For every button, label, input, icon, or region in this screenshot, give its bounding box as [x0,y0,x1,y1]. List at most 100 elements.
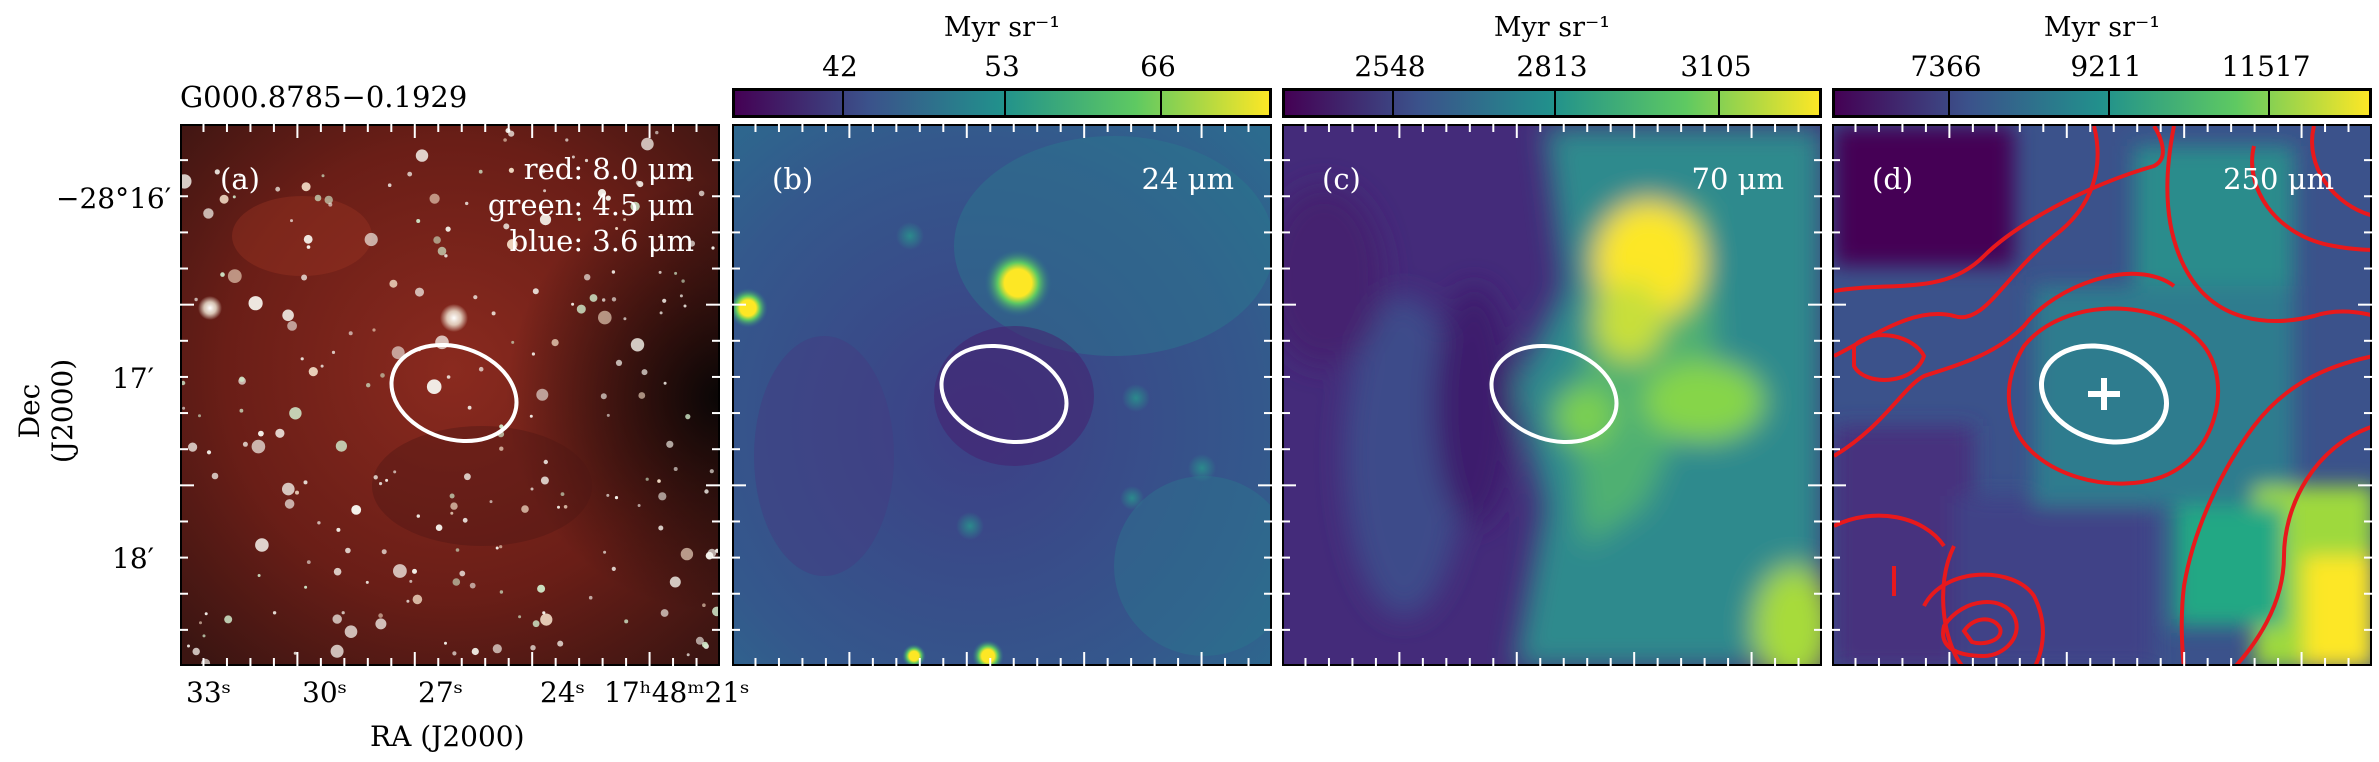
star [446,375,451,379]
star [393,564,407,578]
colorbar-d-tick-1: 7366 [1910,50,1982,83]
star [330,644,344,658]
colorbar-b-tick-1: 42 [822,50,858,83]
star [373,475,378,480]
star [227,269,242,283]
star [341,611,345,615]
star [704,489,709,494]
star [655,130,659,135]
star [465,201,469,206]
star [194,297,198,302]
star [393,470,397,474]
star [660,609,669,617]
star [214,169,220,175]
star [576,304,586,314]
star [499,424,504,429]
colorbar-c [1282,88,1822,118]
star [375,618,387,630]
star [450,511,454,515]
star [698,190,705,197]
star [598,310,612,325]
star [663,381,667,385]
star [605,195,611,201]
star [378,613,383,618]
star [182,406,186,410]
star [444,254,448,258]
colorbar-c-tick-1: 2548 [1354,50,1426,83]
star [588,595,593,600]
star [584,274,591,281]
star [464,473,471,481]
image-70um [1284,126,1820,664]
star [614,496,619,500]
star [658,492,667,501]
star [199,621,202,625]
colorbar-d [1832,88,2372,118]
colorbar-title-d: Myr sr⁻¹ [2043,12,2161,43]
image-250um [1834,126,2370,664]
star [426,379,442,394]
panel-a-label: (a) [220,162,260,196]
star [333,567,342,576]
star [659,233,663,237]
star [412,568,417,574]
star [536,388,549,401]
star [220,272,225,277]
star [290,219,293,223]
contour-lines [1834,126,2370,664]
panel-c-70um: (c) 70 μm [1282,124,1822,666]
star [182,380,186,386]
star [471,647,479,656]
star [301,182,311,192]
star [600,393,607,400]
star [387,183,392,187]
star [332,614,342,624]
source-ellipse [389,342,519,444]
panel-b-band: 24 μm [1141,162,1234,196]
star [543,459,548,465]
star [593,246,597,250]
star [719,538,720,541]
star [641,369,648,376]
star [289,407,302,420]
dec-tick-17: 17′ [112,362,154,395]
panel-b-24um: (b) 24 μm [732,124,1272,666]
star [503,223,510,230]
star [606,493,610,497]
star [206,450,212,455]
star [412,594,423,605]
star [518,615,522,619]
star [499,545,503,549]
star [680,547,694,561]
star [511,340,515,344]
star [712,606,718,617]
plus-marker [2088,378,2120,410]
star [637,181,644,188]
star [204,612,208,616]
star [303,480,308,485]
star [409,579,413,583]
star [505,128,511,134]
star [450,502,458,510]
star [557,505,560,509]
star [320,364,324,368]
star [344,625,358,638]
star [473,295,478,300]
star [379,482,383,486]
star [272,611,277,615]
star [211,472,219,480]
star [238,174,242,178]
star [381,549,387,555]
star [306,560,311,564]
legend-red: red: 8.0 μm [523,152,694,186]
star [258,430,264,437]
star [543,189,547,193]
panel-d-band: 250 μm [2223,162,2334,196]
star [606,413,610,417]
star [540,168,546,174]
star [336,527,341,532]
star [658,270,662,274]
legend-green: green: 4.5 μm [487,188,694,222]
star [275,186,281,192]
star [449,493,455,499]
